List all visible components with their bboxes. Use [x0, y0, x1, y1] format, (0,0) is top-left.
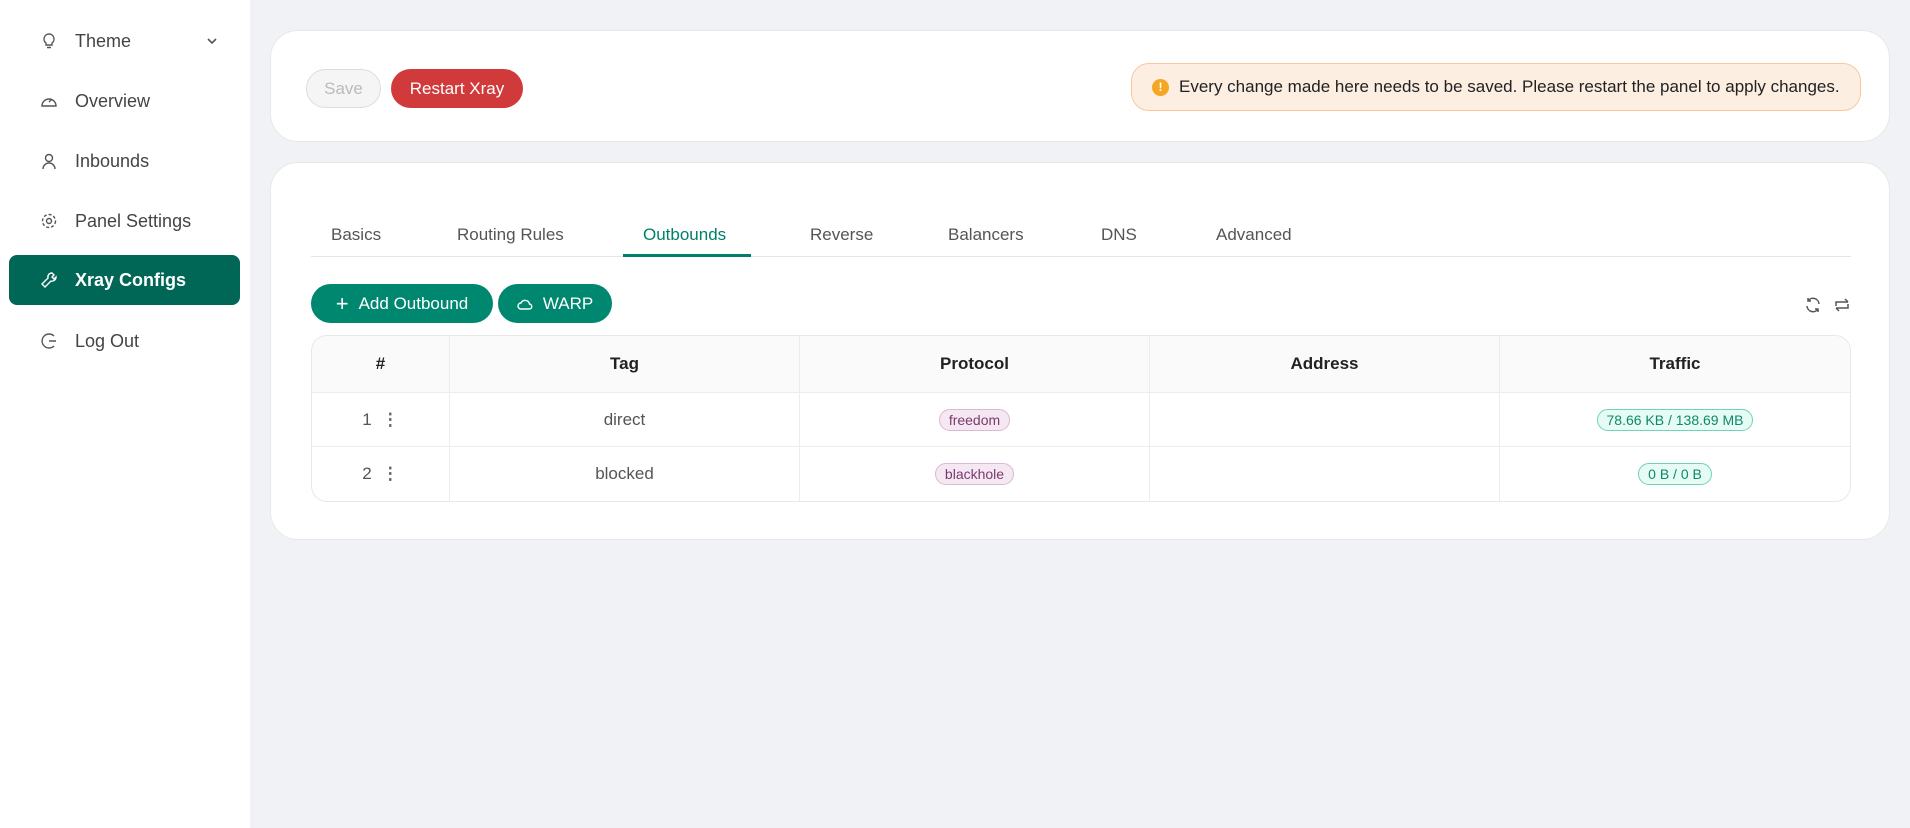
sidebar-item-overview[interactable]: Overview	[9, 76, 240, 126]
sidebar-item-label: Overview	[75, 90, 151, 111]
active-tab-indicator	[623, 254, 751, 257]
tab-dns[interactable]: DNS	[1101, 225, 1137, 244]
save-button[interactable]: Save	[306, 69, 381, 108]
outbounds-table: # Tag Protocol Address Traffic 1 ⋮ direct…	[311, 335, 1851, 502]
sidebar-item-label: Xray Configs	[75, 269, 187, 290]
row-tag: direct	[450, 393, 800, 447]
config-card: Basics Routing Rules Outbounds Reverse B…	[270, 162, 1890, 540]
more-vertical-icon[interactable]: ⋮	[381, 409, 399, 429]
column-header-protocol: Protocol	[800, 336, 1150, 393]
sidebar: Theme Overview Inbounds Panel Settings X…	[0, 0, 250, 828]
user-icon	[39, 151, 59, 171]
protocol-badge: blackhole	[934, 463, 1015, 485]
cloud-icon	[517, 298, 533, 310]
protocol-badge: freedom	[938, 408, 1011, 431]
row-tag: blocked	[450, 447, 800, 501]
gear-icon	[39, 211, 59, 231]
tab-reverse[interactable]: Reverse	[810, 225, 874, 244]
row-address	[1150, 393, 1500, 447]
sidebar-item-theme[interactable]: Theme	[9, 16, 240, 66]
sidebar-item-log-out[interactable]: Log Out	[9, 316, 240, 366]
sidebar-item-label: Inbounds	[75, 150, 150, 171]
alert-text: Every change made here needs to be saved…	[1179, 77, 1840, 96]
tab-advanced[interactable]: Advanced	[1216, 225, 1292, 244]
refresh-icon[interactable]	[1804, 296, 1822, 319]
column-header-index: #	[312, 336, 450, 393]
sidebar-item-label: Theme	[75, 30, 132, 51]
chevron-down-icon[interactable]	[206, 31, 218, 52]
warp-label: WARP	[542, 293, 594, 313]
warp-button[interactable]: WARP	[498, 284, 612, 323]
plus-icon: +	[335, 290, 349, 316]
sidebar-item-inbounds[interactable]: Inbounds	[9, 136, 240, 186]
tabs: Basics Routing Rules Outbounds Reverse B…	[311, 215, 1851, 257]
table-row: 2 ⋮ blocked blackhole 0 B / 0 B	[312, 447, 1850, 501]
traffic-badge: 78.66 KB / 138.69 MB	[1596, 408, 1754, 431]
table-row: 1 ⋮ direct freedom 78.66 KB / 138.69 MB	[312, 393, 1850, 447]
row-index: 1	[362, 409, 372, 429]
tab-routing-rules[interactable]: Routing Rules	[457, 225, 564, 244]
column-header-tag: Tag	[450, 336, 800, 393]
save-warning-alert: ! Every change made here needs to be sav…	[1131, 63, 1861, 111]
traffic-badge: 0 B / 0 B	[1638, 463, 1712, 485]
row-index: 2	[362, 464, 372, 483]
sidebar-item-panel-settings[interactable]: Panel Settings	[9, 196, 240, 246]
logout-icon	[39, 331, 59, 351]
column-header-traffic: Traffic	[1500, 336, 1850, 393]
tab-balancers[interactable]: Balancers	[948, 225, 1024, 244]
add-outbound-label: Add Outbound	[358, 293, 469, 313]
toolbar-card: Save Restart Xray ! Every change made he…	[270, 30, 1890, 142]
wrench-icon	[39, 270, 59, 290]
tab-basics[interactable]: Basics	[331, 225, 382, 244]
sidebar-item-xray-configs[interactable]: Xray Configs	[9, 255, 240, 305]
more-vertical-icon[interactable]: ⋮	[381, 464, 399, 483]
warning-icon: !	[1152, 78, 1169, 96]
restart-xray-button[interactable]: Restart Xray	[391, 69, 523, 108]
row-address	[1150, 447, 1500, 501]
bulb-icon	[39, 31, 59, 51]
dashboard-icon	[39, 91, 59, 111]
sidebar-item-label: Log Out	[75, 330, 140, 351]
sidebar-item-label: Panel Settings	[75, 210, 192, 231]
column-header-address: Address	[1150, 336, 1500, 393]
add-outbound-button[interactable]: + Add Outbound	[311, 284, 493, 323]
swap-icon[interactable]	[1833, 296, 1851, 319]
tab-outbounds[interactable]: Outbounds	[643, 225, 727, 244]
